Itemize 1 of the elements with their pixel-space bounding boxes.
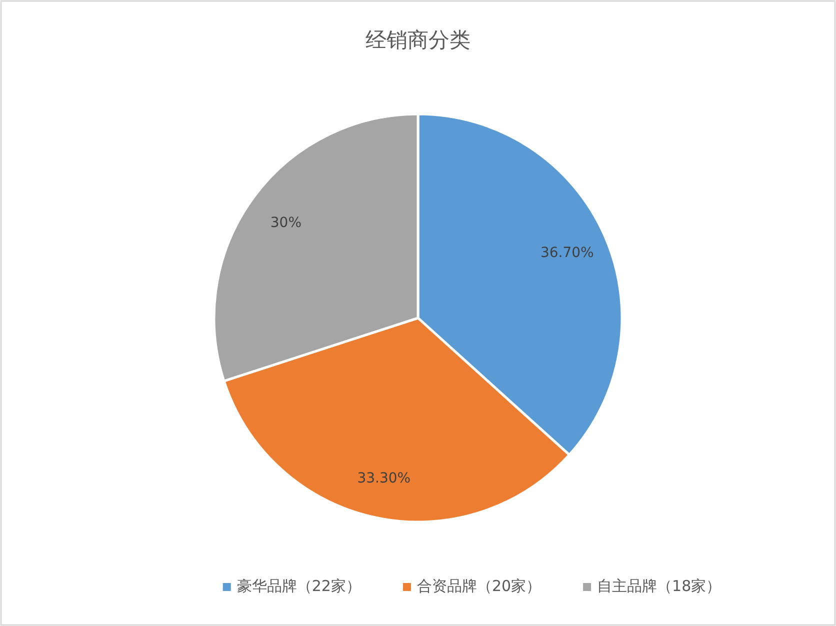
- title: 经销商分类: [366, 28, 470, 52]
